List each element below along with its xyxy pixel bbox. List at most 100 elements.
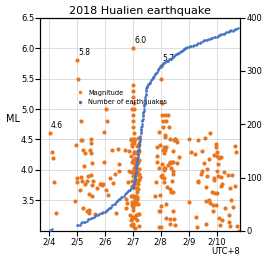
Point: [139, 124, 144, 129]
Point: [140, 121, 144, 125]
Point: [134, 151, 138, 155]
Point: [132, 180, 136, 184]
Point: [52, 180, 57, 184]
Point: [200, 149, 204, 153]
Point: [133, 171, 138, 175]
Point: [115, 199, 119, 203]
Point: [216, 162, 220, 166]
Point: [225, 30, 230, 34]
Point: [138, 137, 142, 141]
Point: [103, 210, 107, 214]
Point: [185, 45, 189, 49]
Point: [130, 160, 135, 165]
Point: [168, 57, 172, 61]
Point: [144, 85, 149, 89]
Point: [129, 137, 133, 141]
Point: [48, 228, 52, 232]
Point: [205, 167, 210, 171]
Point: [206, 198, 211, 202]
Point: [90, 161, 94, 166]
Point: [233, 184, 238, 188]
Point: [133, 156, 137, 161]
Point: [87, 192, 91, 196]
Point: [168, 160, 172, 164]
Point: [214, 141, 218, 146]
Point: [85, 179, 89, 183]
Point: [97, 212, 101, 216]
Point: [134, 157, 138, 161]
Point: [130, 184, 134, 188]
Point: [136, 149, 140, 154]
Point: [116, 147, 120, 151]
Point: [166, 163, 170, 167]
Point: [137, 140, 142, 144]
Point: [75, 58, 79, 62]
Point: [175, 139, 179, 144]
Point: [80, 138, 84, 142]
Point: [132, 182, 136, 186]
Point: [126, 189, 130, 193]
Point: [136, 153, 140, 157]
Point: [131, 174, 135, 178]
Point: [102, 130, 106, 134]
Point: [183, 46, 188, 50]
Point: [131, 222, 135, 226]
Point: [129, 194, 133, 198]
Point: [117, 169, 121, 173]
Point: [135, 144, 139, 148]
Point: [95, 186, 99, 190]
Point: [132, 139, 136, 143]
Point: [175, 52, 179, 56]
Point: [131, 83, 135, 87]
Point: [131, 186, 135, 190]
Point: [90, 216, 94, 220]
Point: [158, 64, 163, 69]
Point: [141, 110, 146, 114]
Point: [157, 130, 161, 134]
Point: [132, 199, 136, 204]
Point: [169, 56, 174, 61]
Point: [158, 64, 163, 68]
Point: [137, 142, 142, 146]
Point: [81, 220, 86, 224]
Point: [133, 174, 137, 178]
Point: [134, 160, 138, 164]
Point: [132, 166, 137, 171]
Point: [212, 153, 216, 157]
Point: [182, 46, 187, 51]
Point: [131, 215, 135, 219]
Point: [132, 150, 136, 154]
Point: [192, 43, 196, 47]
Point: [135, 162, 139, 166]
Point: [221, 170, 226, 174]
Point: [100, 211, 104, 215]
Point: [207, 201, 212, 205]
Point: [133, 194, 138, 198]
Point: [195, 42, 199, 46]
Legend: Magnitude, Number of earthquakes: Magnitude, Number of earthquakes: [72, 88, 169, 106]
Point: [132, 178, 136, 183]
Point: [144, 86, 148, 90]
Point: [90, 194, 94, 198]
Point: [207, 157, 211, 161]
Point: [121, 193, 126, 198]
Point: [157, 66, 161, 70]
Point: [134, 168, 138, 173]
Point: [163, 135, 167, 140]
Point: [173, 137, 177, 141]
Point: [131, 131, 136, 135]
Point: [133, 171, 137, 176]
Point: [216, 174, 221, 178]
Point: [168, 166, 173, 170]
Point: [131, 46, 135, 50]
Point: [134, 212, 139, 217]
Point: [136, 160, 140, 164]
Point: [127, 188, 131, 192]
Point: [143, 99, 147, 103]
Point: [133, 196, 137, 200]
Point: [170, 160, 175, 164]
Point: [161, 176, 166, 180]
Point: [130, 144, 134, 148]
Point: [171, 169, 175, 173]
Point: [132, 141, 137, 145]
